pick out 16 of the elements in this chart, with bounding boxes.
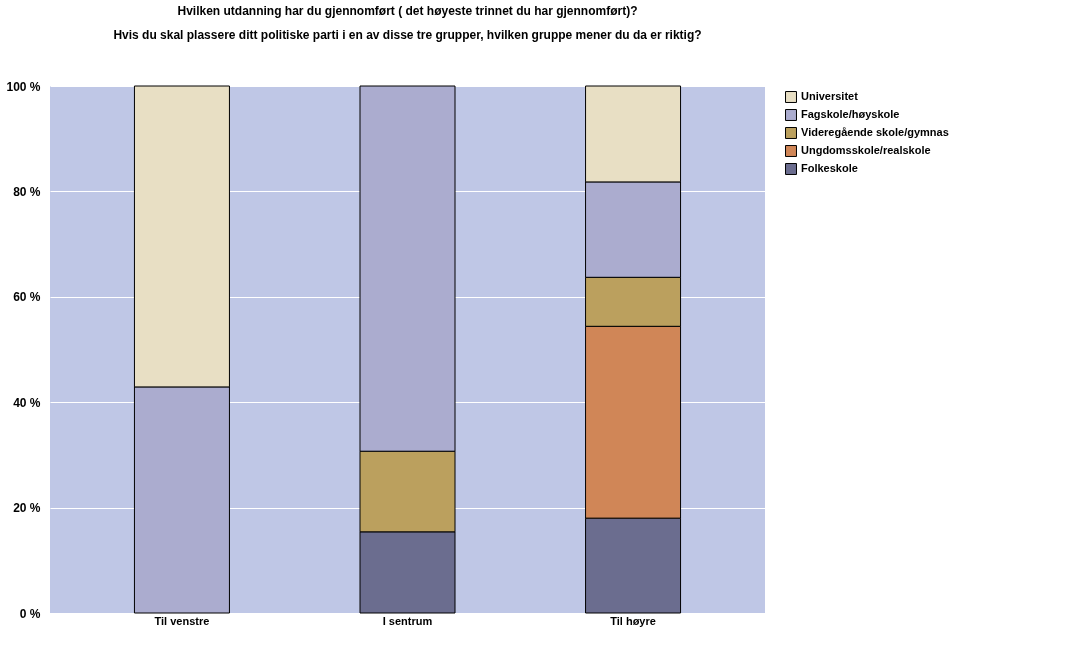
y-tick-label: 100 %	[6, 79, 41, 94]
legend-label: Universitet	[801, 90, 859, 102]
y-tick-label: 60 %	[13, 290, 41, 305]
legend-label: Folkeskole	[801, 162, 858, 174]
y-tick-label: 40 %	[13, 395, 41, 410]
chart-subtitle: Hvis du skal plassere ditt politiske parti i en av disse tre grupper, hvilken gruppe mener du da er riktig?	[113, 28, 702, 42]
y-tick-label: 0 %	[19, 606, 41, 621]
y-tick-label: 20 %	[13, 501, 41, 516]
x-tick-label: Til høyre	[610, 614, 656, 627]
chart-title: Hvilken utdanning har du gjennomført ( det høyeste trinnet du har gjennomført)?	[177, 4, 638, 18]
y-tick-label: 80 %	[13, 184, 41, 199]
x-tick-label: I sentrum	[382, 614, 433, 627]
legend-label: Ungdomsskole/realskole	[801, 144, 931, 156]
x-tick-label: Til venstre	[154, 614, 210, 627]
legend-label: Fagskole/høyskole	[801, 108, 900, 120]
legend-label: Videregående skole/gymnas	[801, 126, 949, 138]
